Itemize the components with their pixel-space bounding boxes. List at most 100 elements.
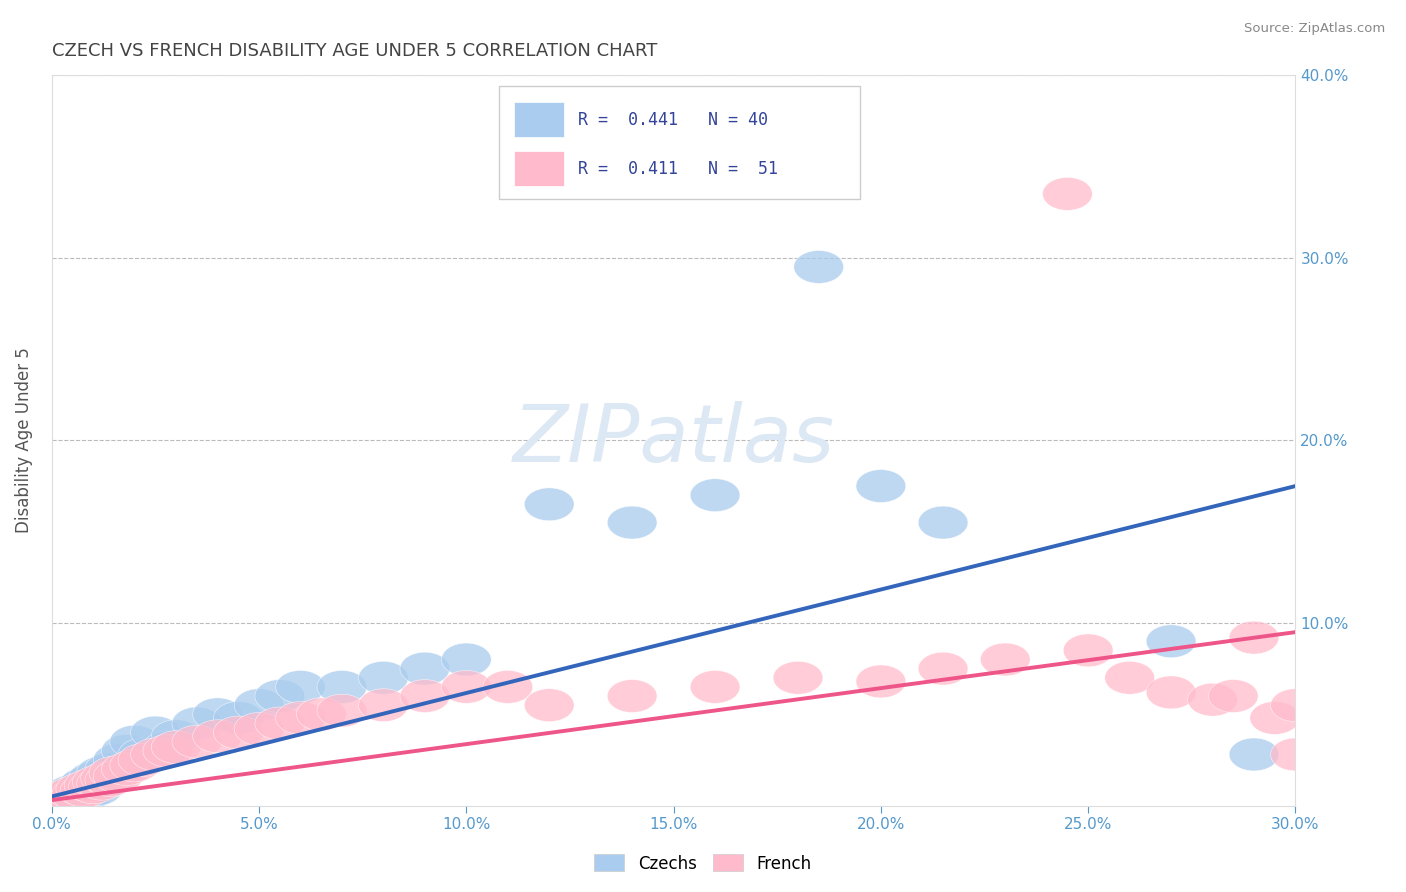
Ellipse shape xyxy=(39,780,89,813)
Ellipse shape xyxy=(89,756,139,789)
Text: ZIPatlas: ZIPatlas xyxy=(513,401,835,479)
Ellipse shape xyxy=(690,479,740,512)
Ellipse shape xyxy=(1229,738,1279,771)
FancyBboxPatch shape xyxy=(515,151,564,186)
Ellipse shape xyxy=(93,744,143,776)
Ellipse shape xyxy=(399,652,450,685)
Ellipse shape xyxy=(235,713,284,746)
Ellipse shape xyxy=(276,671,325,703)
Ellipse shape xyxy=(35,784,84,816)
Text: R =  0.441   N = 40: R = 0.441 N = 40 xyxy=(578,111,768,128)
Ellipse shape xyxy=(101,734,152,767)
Ellipse shape xyxy=(118,744,167,776)
Ellipse shape xyxy=(69,762,118,795)
Ellipse shape xyxy=(60,774,110,807)
Ellipse shape xyxy=(980,643,1031,676)
Ellipse shape xyxy=(110,725,159,758)
Ellipse shape xyxy=(1063,634,1114,667)
Legend: Czechs, French: Czechs, French xyxy=(588,847,818,880)
Ellipse shape xyxy=(101,753,152,786)
Ellipse shape xyxy=(918,506,967,539)
Ellipse shape xyxy=(73,765,122,798)
Ellipse shape xyxy=(80,762,131,795)
Ellipse shape xyxy=(1271,689,1320,722)
Ellipse shape xyxy=(1250,701,1299,734)
Ellipse shape xyxy=(80,765,131,798)
FancyBboxPatch shape xyxy=(515,103,564,137)
Ellipse shape xyxy=(318,694,367,727)
Ellipse shape xyxy=(52,778,101,811)
Ellipse shape xyxy=(131,738,180,771)
Ellipse shape xyxy=(399,680,450,713)
FancyBboxPatch shape xyxy=(499,87,860,200)
Ellipse shape xyxy=(89,760,139,793)
Ellipse shape xyxy=(607,506,657,539)
Ellipse shape xyxy=(84,753,135,786)
Ellipse shape xyxy=(297,698,346,731)
Ellipse shape xyxy=(48,774,97,807)
Ellipse shape xyxy=(152,720,201,753)
Text: R =  0.411   N =  51: R = 0.411 N = 51 xyxy=(578,160,778,178)
Ellipse shape xyxy=(1188,683,1237,716)
Ellipse shape xyxy=(31,786,80,818)
Ellipse shape xyxy=(1105,661,1154,694)
Ellipse shape xyxy=(76,756,127,789)
Ellipse shape xyxy=(93,760,143,793)
Ellipse shape xyxy=(690,671,740,703)
Ellipse shape xyxy=(65,769,114,802)
Ellipse shape xyxy=(254,707,305,739)
Ellipse shape xyxy=(1043,178,1092,211)
Ellipse shape xyxy=(214,716,263,749)
Ellipse shape xyxy=(193,698,242,731)
Ellipse shape xyxy=(773,661,823,694)
Ellipse shape xyxy=(359,661,408,694)
Ellipse shape xyxy=(794,251,844,284)
Text: Source: ZipAtlas.com: Source: ZipAtlas.com xyxy=(1244,22,1385,36)
Ellipse shape xyxy=(60,767,110,800)
Ellipse shape xyxy=(110,749,159,782)
Ellipse shape xyxy=(1146,676,1197,709)
Ellipse shape xyxy=(52,780,101,813)
Ellipse shape xyxy=(482,671,533,703)
Ellipse shape xyxy=(441,643,491,676)
Ellipse shape xyxy=(44,784,93,816)
Ellipse shape xyxy=(276,701,325,734)
Ellipse shape xyxy=(1229,621,1279,654)
Ellipse shape xyxy=(359,689,408,722)
Ellipse shape xyxy=(918,652,967,685)
Ellipse shape xyxy=(44,782,93,814)
Ellipse shape xyxy=(172,725,222,758)
Ellipse shape xyxy=(48,776,97,809)
Ellipse shape xyxy=(76,767,127,800)
Ellipse shape xyxy=(1208,680,1258,713)
Ellipse shape xyxy=(524,689,574,722)
Ellipse shape xyxy=(235,689,284,722)
Ellipse shape xyxy=(131,716,180,749)
Y-axis label: Disability Age Under 5: Disability Age Under 5 xyxy=(15,348,32,533)
Ellipse shape xyxy=(856,469,905,502)
Ellipse shape xyxy=(31,786,80,818)
Ellipse shape xyxy=(1271,738,1320,771)
Ellipse shape xyxy=(118,738,167,771)
Ellipse shape xyxy=(56,771,105,804)
Ellipse shape xyxy=(524,488,574,521)
Ellipse shape xyxy=(856,665,905,698)
Ellipse shape xyxy=(73,772,122,805)
Ellipse shape xyxy=(143,731,193,764)
Ellipse shape xyxy=(152,731,201,764)
Ellipse shape xyxy=(56,772,105,805)
Ellipse shape xyxy=(172,707,222,739)
Ellipse shape xyxy=(193,720,242,753)
Ellipse shape xyxy=(35,782,84,814)
Ellipse shape xyxy=(254,680,305,713)
Ellipse shape xyxy=(84,764,135,797)
Ellipse shape xyxy=(143,734,193,767)
Ellipse shape xyxy=(65,776,114,809)
Ellipse shape xyxy=(1146,624,1197,657)
Ellipse shape xyxy=(39,778,89,811)
Ellipse shape xyxy=(69,771,118,804)
Ellipse shape xyxy=(214,701,263,734)
Ellipse shape xyxy=(607,680,657,713)
Ellipse shape xyxy=(318,671,367,703)
Ellipse shape xyxy=(441,671,491,703)
